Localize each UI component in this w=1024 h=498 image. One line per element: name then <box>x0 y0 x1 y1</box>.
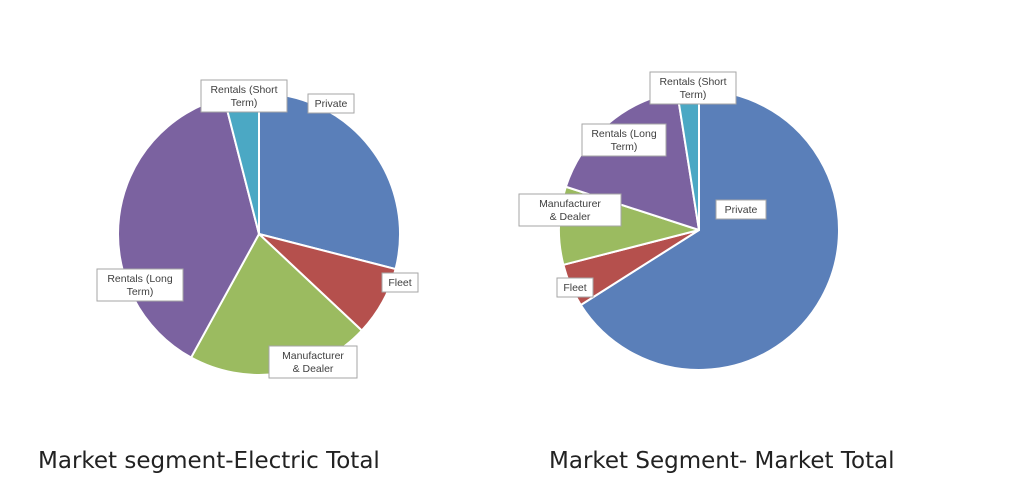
data-label-fleet: Fleet <box>381 272 419 293</box>
data-label-text: Manufacturer & Dealer <box>282 350 344 375</box>
pie-chart-0: Private Fleet Manufacturer & Dealer Rentals … <box>96 79 419 379</box>
data-label-text: Private <box>315 98 348 110</box>
pie-charts: Private Fleet Manufacturer & Dealer Rentals … <box>96 71 840 379</box>
data-label-text: Rentals (Long Term) <box>107 273 173 298</box>
data-label-box <box>96 268 184 302</box>
data-label-rentals-short-term: Rentals (Short Term) <box>200 79 288 113</box>
data-label-text: Rentals (Long Term) <box>591 128 657 153</box>
data-label-manufacturer-dealer: Manufacturer & Dealer <box>518 193 622 227</box>
data-label-rentals-long-term: Rentals (Long Term) <box>581 123 667 157</box>
data-label-box <box>307 93 355 114</box>
data-label-text: Fleet <box>388 277 411 289</box>
pie-slice-private <box>258 92 401 271</box>
data-label-box <box>518 193 622 227</box>
data-label-text: Rentals (Short Term) <box>210 84 277 109</box>
data-label-box <box>268 345 358 379</box>
data-label-text: Manufacturer & Dealer <box>539 198 601 223</box>
data-label-box <box>556 277 594 298</box>
data-label-box <box>200 79 288 113</box>
data-label-box <box>381 272 419 293</box>
chart-title-electric: Market segment-Electric Total <box>38 448 380 474</box>
data-label-text: Fleet <box>563 282 586 294</box>
data-label-box <box>715 199 767 220</box>
data-label-rentals-short-term: Rentals (Short Term) <box>649 71 737 105</box>
data-label-rentals-long-term: Rentals (Long Term) <box>96 268 184 302</box>
pie-slice-private <box>579 89 840 371</box>
data-label-manufacturer-dealer: Manufacturer & Dealer <box>268 345 358 379</box>
data-label-box <box>581 123 667 157</box>
data-label-private: Private <box>307 93 355 114</box>
data-label-fleet: Fleet <box>556 277 594 298</box>
pie-chart-1: Private Fleet Manufacturer & Dealer Rentals … <box>518 71 840 371</box>
data-label-text: Private <box>725 204 758 216</box>
data-label-box <box>649 71 737 105</box>
chart-title-market: Market Segment- Market Total <box>549 448 895 474</box>
data-label-private: Private <box>715 199 767 220</box>
data-label-text: Rentals (Short Term) <box>659 76 726 101</box>
